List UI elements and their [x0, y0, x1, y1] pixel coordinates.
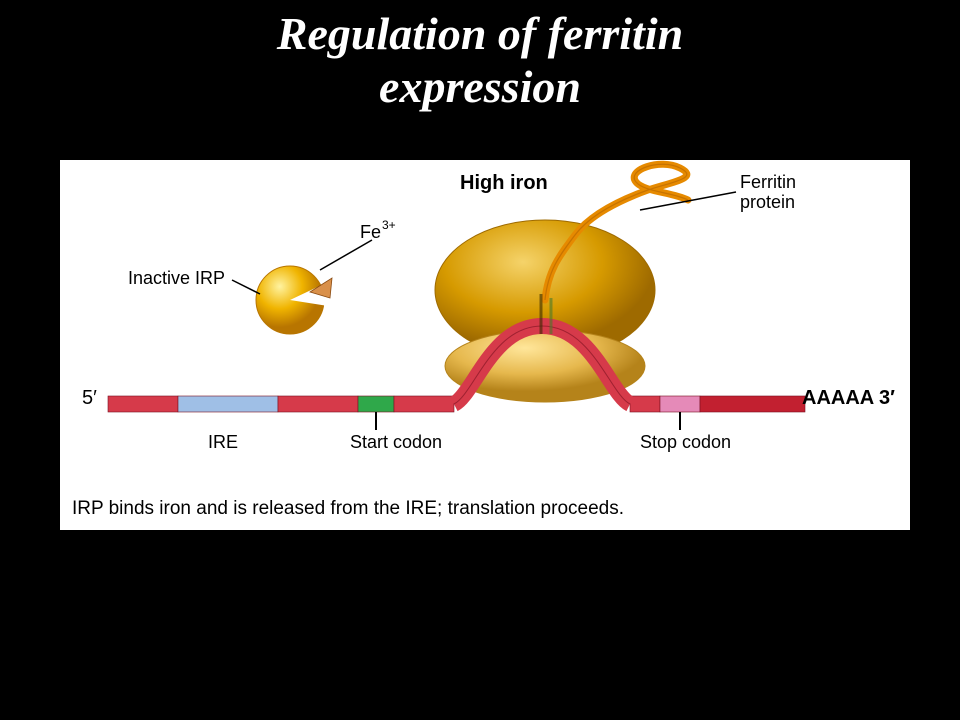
label-ferritin: Ferritin — [740, 172, 796, 193]
label-fe3: Fe — [360, 222, 381, 243]
label-ferritin-protein: protein — [740, 192, 795, 213]
label-inactive-irp: Inactive IRP — [128, 268, 225, 289]
label-stop-codon: Stop codon — [640, 432, 731, 453]
diagram-svg — [0, 0, 960, 720]
label-ire: IRE — [208, 432, 238, 453]
label-high-iron: High iron — [460, 172, 548, 195]
label-3-prime: AAAAA 3′ — [802, 387, 895, 410]
label-fe3-sup: 3+ — [382, 218, 396, 232]
label-5-prime: 5′ — [82, 387, 97, 410]
caption-text: IRP binds iron and is released from the … — [72, 498, 624, 520]
label-start-codon: Start codon — [350, 432, 442, 453]
